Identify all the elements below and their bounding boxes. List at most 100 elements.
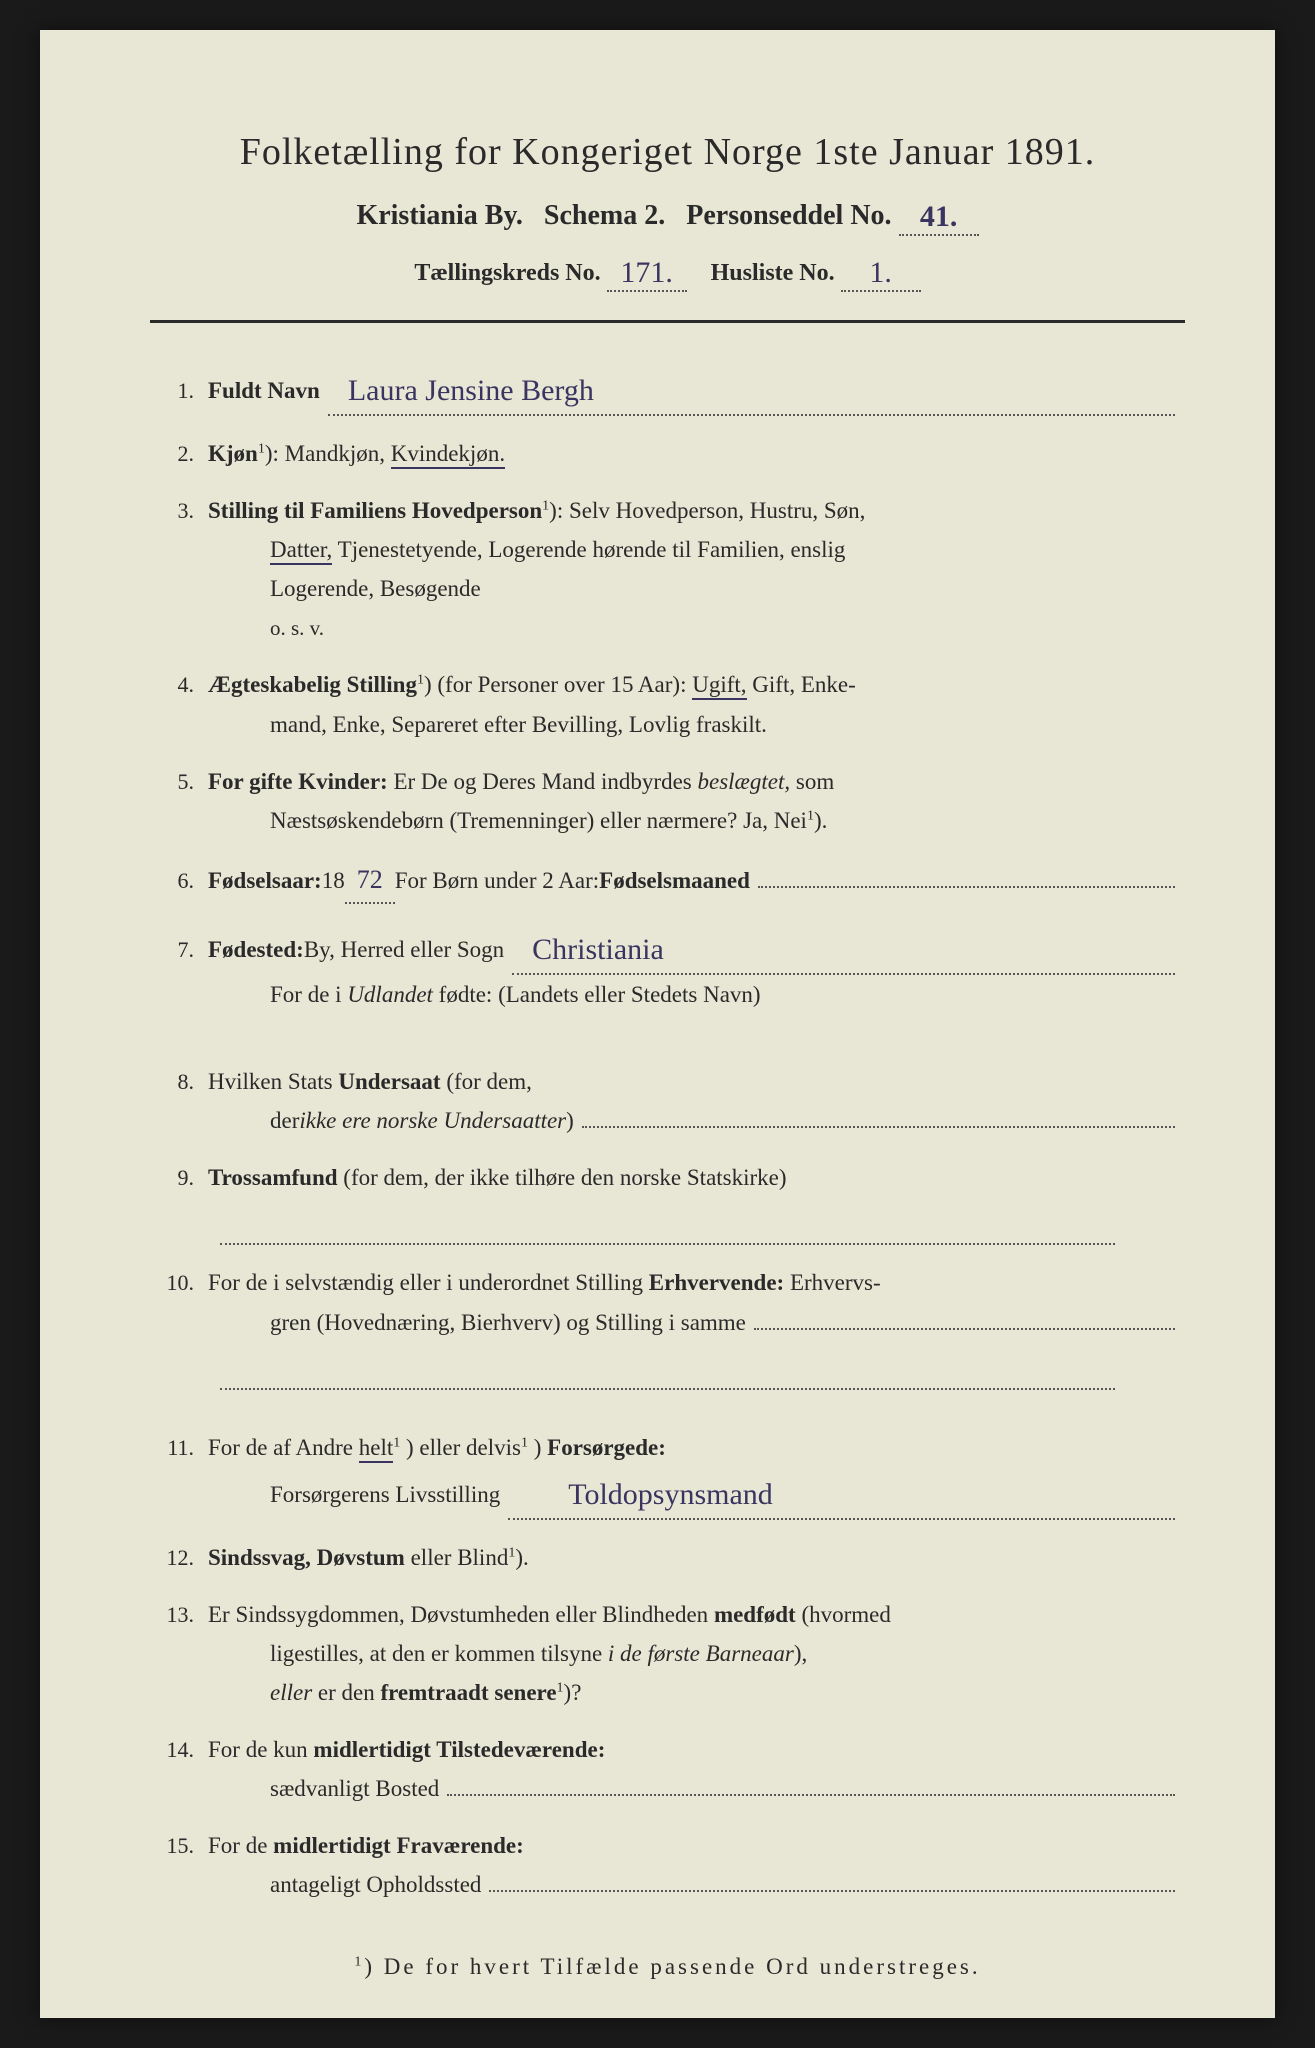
sup: 1 — [393, 1435, 400, 1450]
occ-text2: Erhvervs- — [790, 1270, 881, 1295]
occupation-value-line2 — [220, 1360, 1115, 1390]
sup: 1 — [417, 673, 424, 688]
footnote-sup: 1 — [354, 1955, 364, 1970]
field-num: 7. — [160, 931, 208, 968]
field-10-occupation: 10. For de i selvstændig eller i underor… — [160, 1263, 1175, 1341]
field-7-birthplace: 7. Fødested: By, Herred eller Sogn Chris… — [160, 922, 1175, 1014]
field-num: 15. — [160, 1827, 208, 1864]
marital-selected: Ugift, — [692, 672, 746, 700]
sup: 1 — [521, 1435, 528, 1450]
field-12-disability: 12. Sindssvag, Døvstum eller Blind1). — [160, 1538, 1175, 1577]
year-prefix: 18 — [322, 861, 345, 900]
census-form-page: Folketælling for Kongeriget Norge 1ste J… — [40, 30, 1275, 2018]
footnote: 1) De for hvert Tilfælde passende Ord un… — [150, 1954, 1185, 1980]
field-label: Trossamfund — [208, 1165, 338, 1190]
provider-value: Toldopsynsmand — [568, 1469, 773, 1520]
absent-value-line — [489, 1868, 1175, 1892]
sex-selected: Kvindekjøn. — [391, 441, 505, 469]
sup: 1 — [258, 441, 265, 456]
form-title: Folketælling for Kongeriget Norge 1ste J… — [150, 130, 1185, 174]
pres-text: For de kun — [208, 1737, 313, 1762]
field-13-congenital: 13. Er Sindssygdommen, Døvstumheden elle… — [160, 1595, 1175, 1712]
cong-line3d: )? — [564, 1680, 582, 1705]
present-value-line — [447, 1772, 1175, 1796]
cong-line2b: i de første Barneaar — [608, 1641, 794, 1666]
field-8-subject: 8. Hvilken Stats Undersaat (for dem, der… — [160, 1062, 1175, 1140]
field-label: midlertidigt Fraværende: — [273, 1833, 524, 1858]
field-11-provider: 11. For de af Andre helt1 ) eller delvis… — [160, 1428, 1175, 1520]
field-label: Kjøn — [208, 441, 258, 466]
marital-text2: Gift, Enke- — [752, 672, 855, 697]
sup: 1 — [807, 808, 814, 823]
field-label: Stilling til Familiens Hovedperson — [208, 498, 542, 523]
rel-text2: som — [796, 769, 834, 794]
prov-text1: For de af Andre — [208, 1435, 359, 1460]
relig-text: (for dem, der ikke tilhøre den norske St… — [343, 1165, 786, 1190]
birthplace-text1: By, Herred eller Sogn — [304, 930, 504, 969]
header-divider — [150, 320, 1185, 323]
husliste-label: Husliste No. — [711, 260, 835, 286]
field-label: Erhvervende: — [649, 1270, 784, 1295]
field-label: Forsørgede: — [547, 1435, 666, 1460]
field-label: midlertidigt Tilstedeværende: — [313, 1737, 605, 1762]
marital-line2: mand, Enke, Separeret efter Bevilling, L… — [270, 712, 767, 737]
field-6-birthyear: 6. Fødselsaar: 1872 For Børn under 2 Aar… — [160, 858, 1175, 904]
field-num: 2. — [160, 435, 208, 472]
cong-text2: (hvormed — [801, 1602, 890, 1627]
city-label: Kristiania By. — [356, 200, 522, 231]
rel-end: ). — [814, 808, 827, 833]
form-header: Folketælling for Kongeriget Norge 1ste J… — [150, 130, 1185, 290]
subj-line2b: ikke ere norske Undersaatter — [299, 1101, 566, 1140]
field-num: 4. — [160, 666, 208, 703]
abs-line2: antageligt Opholdssted — [270, 1865, 481, 1904]
prov-u1: helt — [359, 1435, 394, 1463]
field-15-absent: 15. For de midlertidigt Fraværende: anta… — [160, 1826, 1175, 1904]
field-label: medfødt — [714, 1602, 796, 1627]
kreds-no: 171. — [607, 256, 687, 292]
field-label: Ægteskabelig Stilling — [208, 672, 417, 697]
field-num: 1. — [160, 372, 208, 409]
bp-line2a: For de i — [270, 982, 347, 1007]
field-num: 9. — [160, 1159, 208, 1196]
field-label: Undersaat — [338, 1069, 440, 1094]
field-label: Fødested: — [208, 930, 304, 969]
field-num: 12. — [160, 1539, 208, 1576]
cong-text1: Er Sindssygdommen, Døvstumheden eller Bl… — [208, 1602, 714, 1627]
gap — [160, 1032, 1175, 1062]
subj-line2c: ) — [566, 1101, 574, 1140]
marital-text1: (for Personer over 15 Aar): — [437, 672, 692, 697]
field-label: Fuldt Navn — [208, 371, 320, 410]
field-num: 14. — [160, 1731, 208, 1768]
name-value-line: Laura Jensine Bergh — [328, 363, 1175, 416]
field-label: Sindssvag, Døvstum — [208, 1545, 405, 1570]
rel-line2: Næstsøskendebørn (Tremenninger) eller næ… — [270, 808, 807, 833]
subj-line2a: der — [270, 1101, 299, 1140]
field-num: 5. — [160, 763, 208, 800]
field-num: 11. — [160, 1429, 208, 1466]
rel-text1: Er De og Deres Mand indbyrdes — [393, 769, 697, 794]
field-label: Fødselsaar: — [208, 861, 322, 900]
occ-value-line — [754, 1306, 1175, 1330]
prov-text3: ) — [534, 1435, 547, 1460]
gap — [160, 1408, 1175, 1428]
field-num: 10. — [160, 1264, 208, 1301]
name-value: Laura Jensine Bergh — [348, 365, 594, 416]
cong-line3c: fremtraadt senere — [380, 1680, 556, 1705]
field-num: 3. — [160, 492, 208, 529]
field-num: 13. — [160, 1596, 208, 1633]
kreds-label: Tællingskreds No. — [414, 260, 600, 286]
field-5-related: 5. For gifte Kvinder: Er De og Deres Man… — [160, 762, 1175, 840]
occ-line2: gren (Hovednæring, Bierhverv) og Stillin… — [270, 1303, 746, 1342]
bp-line2b: Udlandet — [347, 982, 433, 1007]
cong-line2c: ), — [794, 1641, 807, 1666]
husliste-no: 1. — [841, 256, 921, 292]
schema-label: Schema 2. — [544, 200, 665, 231]
cong-line3b: er den — [318, 1680, 381, 1705]
dis-text: eller Blind — [411, 1545, 509, 1570]
field-3-relation: 3. Stilling til Familiens Hovedperson1):… — [160, 491, 1175, 647]
relation-line3: Logerende, Besøgende — [270, 576, 481, 601]
birth-text2: For Børn under 2 Aar: — [395, 861, 599, 900]
field-num: 6. — [160, 862, 208, 899]
field-2-sex: 2. Kjøn1): Mandkjøn, Kvindekjøn. — [160, 434, 1175, 473]
subj-text1: Hvilken Stats — [208, 1069, 338, 1094]
